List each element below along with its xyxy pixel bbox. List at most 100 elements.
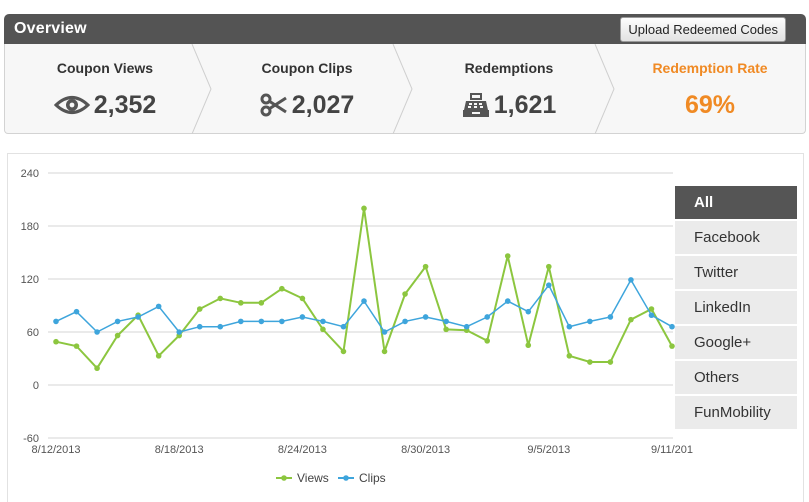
divider-chevron: [594, 44, 615, 134]
data-point-clips: [238, 318, 244, 325]
data-point-views: [381, 348, 388, 355]
data-point-views: [443, 326, 449, 333]
data-point-clips: [114, 318, 121, 325]
line-chart: 240 180 120 60 0 -608/12/2013 8/18/2013 8/24/20…: [21, 168, 693, 485]
y-tick-label: 240: [21, 168, 39, 180]
data-point-clips: [196, 323, 203, 330]
data-point-views: [73, 343, 80, 349]
y-tick-label: 180: [21, 221, 39, 233]
data-point-clips: [73, 308, 80, 315]
stat-value: 2,027: [291, 90, 355, 119]
stat-label: Coupon Views: [56, 60, 154, 76]
filter-twitter[interactable]: Twitter: [675, 256, 797, 290]
data-point-views: [94, 365, 100, 372]
filter-all[interactable]: All: [675, 186, 797, 220]
data-point-views: [340, 348, 347, 355]
series-line-views: [55, 208, 673, 370]
data-point-clips: [607, 314, 614, 320]
y-tick-label: 0: [33, 380, 39, 392]
stat-redemption-rate: Redemption Rate 69%: [610, 44, 809, 134]
data-point-views: [648, 306, 655, 312]
legend-label-views: Views: [297, 471, 329, 485]
filter-facebook[interactable]: Facebook: [675, 221, 797, 255]
data-point-views: [607, 359, 614, 365]
data-point-views: [546, 263, 552, 270]
data-point-clips: [320, 318, 326, 325]
series-line-clips: [55, 278, 673, 333]
data-point-views: [484, 338, 491, 344]
data-point-clips: [566, 323, 573, 330]
filter-funmobility[interactable]: FunMobility: [675, 396, 797, 430]
data-point-views: [566, 353, 573, 359]
data-point-clips: [155, 303, 162, 310]
x-tick-label: 8/18/2013: [155, 444, 204, 456]
stat-label: Redemptions: [464, 60, 554, 76]
source-filter-menu: All Facebook Twitter LinkedIn Google+ Ot…: [675, 186, 797, 436]
filter-linkedin[interactable]: LinkedIn: [675, 291, 797, 325]
data-point-clips: [669, 323, 675, 330]
data-point-clips: [546, 282, 552, 288]
eye-icon: [53, 96, 90, 114]
data-point-clips: [504, 298, 511, 304]
data-point-clips: [525, 308, 532, 315]
legend-marker-clips: [343, 475, 349, 481]
data-point-views: [422, 263, 429, 270]
filter-others[interactable]: Others: [675, 361, 797, 395]
data-point-views: [238, 300, 244, 306]
data-point-views: [258, 300, 265, 306]
data-point-clips: [94, 329, 100, 335]
data-point-clips: [217, 323, 224, 330]
scissors-icon: [260, 93, 287, 117]
data-point-clips: [53, 318, 59, 325]
data-point-clips: [361, 298, 367, 304]
data-point-clips: [135, 314, 141, 320]
stats-strip: Coupon Views 2,352 Coupon Clips: [4, 44, 806, 134]
stat-coupon-views: Coupon Views 2,352: [5, 44, 205, 134]
data-point-clips: [381, 329, 388, 335]
stat-label: Coupon Clips: [261, 60, 353, 76]
overview-title: Overview: [14, 20, 87, 37]
stat-value: 1,621: [493, 90, 557, 119]
data-point-clips: [422, 314, 429, 320]
overview-header: Overview Upload Redeemed Codes: [4, 14, 806, 44]
x-tick-label: 8/24/2013: [278, 444, 327, 456]
data-point-views: [155, 353, 162, 359]
x-tick-label: 8/30/2013: [401, 444, 450, 456]
data-point-clips: [279, 318, 285, 325]
legend-label-clips: Clips: [359, 471, 386, 485]
x-tick-label: 8/12/2013: [32, 444, 81, 456]
upload-redeemed-codes-button[interactable]: Upload Redeemed Codes: [620, 17, 786, 42]
data-point-clips: [176, 329, 182, 335]
data-point-views: [628, 316, 634, 323]
data-point-views: [196, 306, 203, 312]
data-point-clips: [587, 318, 593, 325]
data-point-clips: [443, 318, 449, 325]
data-point-views: [114, 332, 121, 339]
stat-label: Redemption Rate: [652, 60, 768, 76]
data-point-views: [402, 291, 408, 297]
data-point-views: [504, 253, 511, 259]
x-tick-label: 9/11/201: [651, 444, 693, 456]
data-point-views: [525, 342, 532, 349]
data-point-clips: [299, 314, 306, 320]
y-tick-label: -60: [23, 433, 39, 445]
stat-value: 2,352: [93, 90, 157, 119]
data-point-clips: [648, 312, 655, 319]
data-point-clips: [258, 318, 265, 325]
x-tick-label: 9/5/2013: [527, 444, 570, 456]
data-point-clips: [463, 323, 470, 330]
data-point-views: [217, 295, 224, 302]
divider-chevron: [191, 44, 212, 134]
stat-redemptions: Redemptions 1,621: [409, 44, 609, 134]
data-point-views: [320, 326, 326, 333]
cash-register-icon: [462, 93, 489, 117]
filter-google-plus[interactable]: Google+: [675, 326, 797, 360]
y-tick-label: 60: [27, 327, 39, 339]
stat-value: 69%: [684, 90, 736, 119]
data-point-views: [299, 295, 306, 302]
chart-panel: 240 180 120 60 0 -60 8/12/2013 8/18/2013 8/24/20…: [7, 153, 804, 502]
legend-marker-views: [281, 475, 287, 481]
stat-coupon-clips: Coupon Clips 2,027: [207, 44, 407, 134]
y-tick-label: 120: [21, 274, 39, 286]
